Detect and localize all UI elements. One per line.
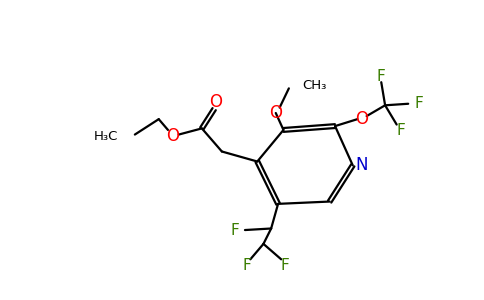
Text: O: O — [356, 110, 368, 128]
Text: F: F — [242, 258, 251, 273]
Text: O: O — [269, 104, 282, 122]
Text: CH₃: CH₃ — [302, 79, 327, 92]
Text: F: F — [230, 223, 239, 238]
Text: F: F — [281, 258, 289, 273]
Text: F: F — [396, 123, 405, 138]
Text: O: O — [209, 93, 222, 111]
Text: H₃C: H₃C — [93, 130, 118, 143]
Text: N: N — [355, 156, 367, 174]
Text: F: F — [414, 96, 423, 111]
Text: F: F — [377, 68, 386, 83]
Text: O: O — [166, 127, 179, 145]
